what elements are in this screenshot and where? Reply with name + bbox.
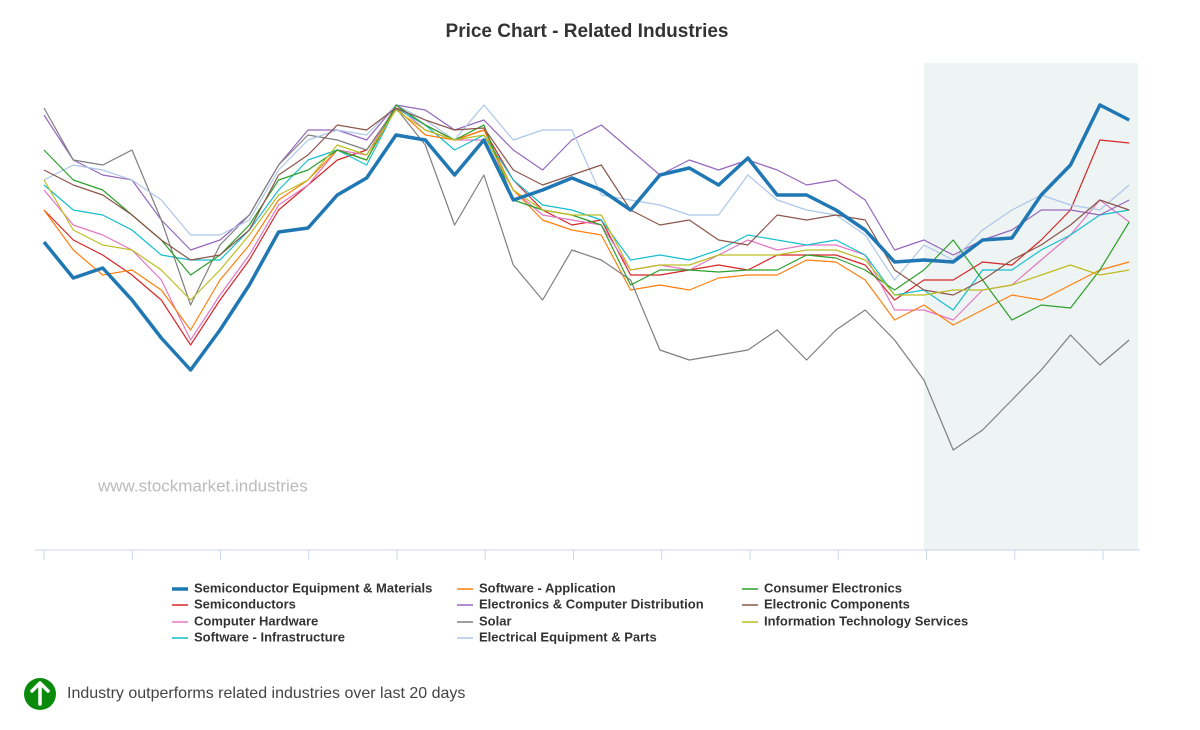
legend-label: Information Technology Services bbox=[764, 613, 968, 628]
legend-label: Software - Application bbox=[479, 580, 616, 595]
series-line bbox=[43, 107, 1130, 296]
legend-label: Computer Hardware bbox=[194, 613, 318, 628]
legend-label: Semiconductor Equipment & Materials bbox=[194, 580, 432, 595]
legend-label: Solar bbox=[479, 613, 512, 628]
watermark: www.stockmarket.industries bbox=[97, 476, 308, 495]
series-line bbox=[42, 103, 1130, 372]
series-line bbox=[43, 104, 1130, 321]
series-line bbox=[43, 107, 1130, 451]
legend-label: Software - Infrastructure bbox=[194, 629, 345, 644]
chart-title: Price Chart - Related Industries bbox=[446, 21, 729, 42]
legend-label: Electrical Equipment & Parts bbox=[479, 629, 657, 644]
series-line bbox=[43, 109, 1130, 301]
series-line bbox=[43, 104, 1130, 341]
note: Industry outperforms related industries … bbox=[67, 685, 465, 702]
arrow-up bbox=[30, 681, 50, 706]
legend: Semiconductor Equipment & Materials Softw… bbox=[172, 580, 968, 644]
plot-area bbox=[35, 63, 1140, 560]
legend-label: Electronic Components bbox=[764, 596, 910, 611]
series-line bbox=[43, 104, 1130, 256]
legend-label: Electronics & Computer Distribution bbox=[479, 596, 704, 611]
legend-label: Consumer Electronics bbox=[764, 580, 902, 595]
series-line bbox=[43, 107, 1130, 331]
legend-label: Semiconductors bbox=[194, 596, 296, 611]
series-line bbox=[43, 104, 1130, 281]
highlight-region bbox=[923, 63, 1138, 550]
